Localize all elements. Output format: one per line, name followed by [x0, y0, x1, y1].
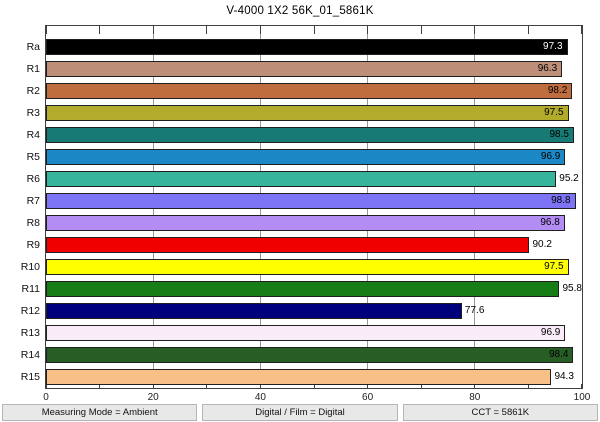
category-label: R5 — [26, 151, 40, 163]
bar — [46, 215, 565, 231]
value-label: 95.2 — [559, 173, 579, 184]
top-axis-tick — [420, 26, 422, 34]
category-label: R4 — [26, 129, 40, 141]
top-axis-tick — [152, 26, 154, 34]
value-label: 98.4 — [548, 349, 569, 360]
bottom-axis-tick — [206, 384, 208, 388]
category-label: R12 — [20, 305, 40, 317]
status-cct: CCT = 5861K — [402, 404, 598, 421]
category-label: R10 — [20, 261, 40, 273]
category-label: R9 — [26, 239, 40, 251]
status-bar: Measuring Mode = Ambient Digital / Film … — [2, 404, 598, 421]
value-label: 96.9 — [540, 151, 561, 162]
category-label: R1 — [26, 63, 40, 75]
plot-area: Ra 97.3 R1 96.3 R2 98.2 R3 97.5 R4 98.5 R5 96.9 R6 95… — [21, 25, 590, 403]
bar — [46, 171, 557, 187]
status-digital-film: Digital / Film = Digital — [202, 404, 398, 421]
top-axis-tick — [99, 26, 101, 34]
bottom-axis-tick — [527, 384, 529, 388]
category-label: Ra — [26, 41, 40, 53]
bar — [46, 303, 462, 319]
value-label: 98.5 — [549, 129, 569, 140]
top-axis-tick — [474, 26, 476, 34]
x-axis-tick-label: 100 — [573, 392, 591, 403]
bar — [46, 237, 530, 253]
bar — [46, 61, 563, 77]
value-label: 97.5 — [544, 107, 564, 118]
top-axis-tick — [206, 26, 208, 34]
chart-title: V-4000 1X2 56K_01_5861K — [226, 5, 374, 17]
category-label: R6 — [26, 173, 40, 185]
x-axis-tick-label: 60 — [362, 392, 374, 403]
bar — [46, 39, 568, 55]
category-label: R13 — [20, 327, 40, 339]
category-label: R2 — [26, 85, 40, 97]
bottom-axis-tick — [99, 384, 101, 388]
bottom-axis-tick — [152, 384, 154, 388]
value-label: 98.8 — [551, 195, 571, 206]
bottom-axis-tick — [420, 384, 422, 388]
category-label: R7 — [26, 195, 40, 207]
bottom-axis-tick — [581, 384, 582, 388]
bar — [46, 127, 574, 143]
bar — [46, 281, 560, 297]
value-label: 96.9 — [540, 327, 561, 338]
bar — [46, 149, 566, 165]
bar — [46, 369, 552, 385]
value-label: 96.8 — [540, 217, 560, 228]
bar — [46, 193, 576, 209]
bar — [46, 347, 574, 363]
bottom-axis-tick — [367, 384, 369, 388]
top-axis-tick — [527, 26, 529, 34]
bar — [46, 259, 569, 275]
bottom-axis-tick — [474, 384, 476, 388]
top-axis-tick — [367, 26, 369, 34]
value-label: 94.3 — [554, 371, 574, 382]
x-axis-tick-label: 20 — [147, 392, 159, 403]
bar — [46, 83, 573, 99]
value-label: 95.8 — [562, 283, 582, 294]
value-label: 77.6 — [464, 305, 485, 316]
top-axis-tick — [313, 26, 315, 34]
category-label: R3 — [26, 107, 40, 119]
bottom-axis-tick — [259, 384, 261, 388]
value-label: 97.5 — [544, 261, 564, 272]
top-axis-tick — [581, 26, 582, 34]
x-axis-tick-label: 80 — [469, 392, 481, 403]
bottom-axis-tick — [46, 384, 47, 388]
top-axis-tick — [259, 26, 261, 34]
category-label: R8 — [26, 217, 40, 229]
category-label: R11 — [21, 283, 40, 295]
bar — [46, 105, 569, 121]
value-label: 97.3 — [543, 41, 563, 52]
category-label: R14 — [20, 349, 40, 361]
value-label: 98.2 — [547, 85, 568, 96]
value-label: 96.3 — [537, 63, 558, 74]
value-label: 90.2 — [532, 239, 552, 250]
bar — [46, 325, 566, 341]
top-axis-tick — [46, 26, 47, 34]
status-measuring-mode: Measuring Mode = Ambient — [2, 404, 198, 421]
bottom-axis-tick — [313, 384, 315, 388]
category-label: R15 — [20, 371, 40, 383]
x-axis-tick-label: 0 — [43, 392, 49, 403]
x-axis-tick-label: 40 — [254, 392, 266, 403]
